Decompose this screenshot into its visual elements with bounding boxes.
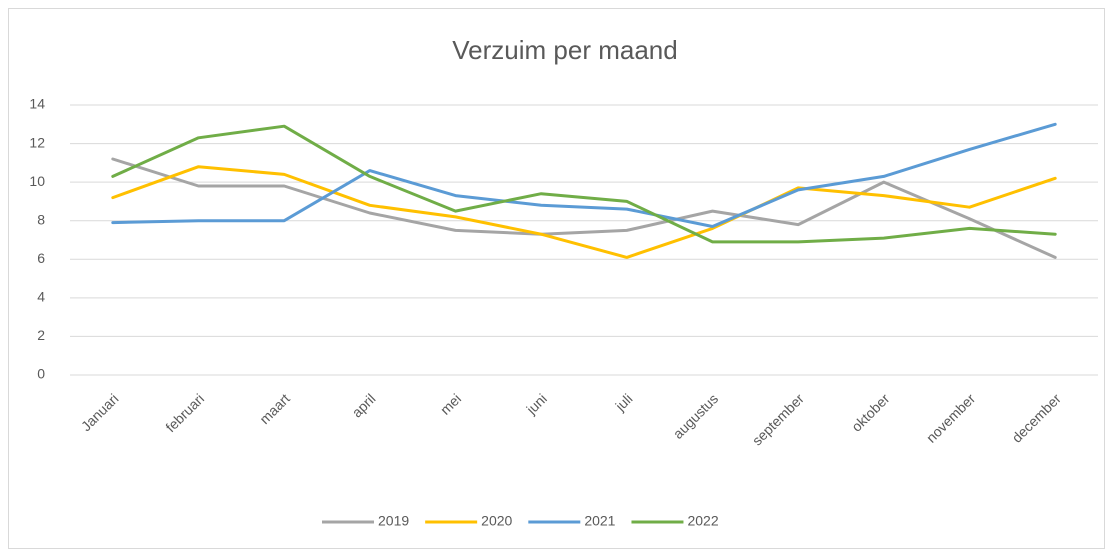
line-series bbox=[111, 124, 1057, 244]
line-series bbox=[111, 122, 1057, 228]
legend-label: 2020 bbox=[481, 513, 512, 529]
legend-label: 2022 bbox=[687, 513, 718, 529]
chart-title: Verzuim per maand bbox=[452, 35, 677, 65]
y-tick-label: 6 bbox=[37, 250, 45, 266]
line-series bbox=[111, 157, 1057, 259]
y-tick-label: 4 bbox=[37, 289, 45, 305]
y-tick-label: 10 bbox=[29, 173, 45, 189]
line-series bbox=[111, 165, 1057, 259]
y-tick-label: 14 bbox=[29, 96, 45, 112]
y-tick-label: 12 bbox=[29, 134, 45, 150]
y-tick-label: 0 bbox=[37, 366, 45, 382]
legend-label: 2019 bbox=[378, 513, 409, 529]
chart-border bbox=[8, 8, 1105, 549]
y-tick-label: 2 bbox=[37, 327, 45, 343]
legend-label: 2021 bbox=[584, 513, 615, 529]
y-tick-label: 8 bbox=[37, 211, 45, 227]
